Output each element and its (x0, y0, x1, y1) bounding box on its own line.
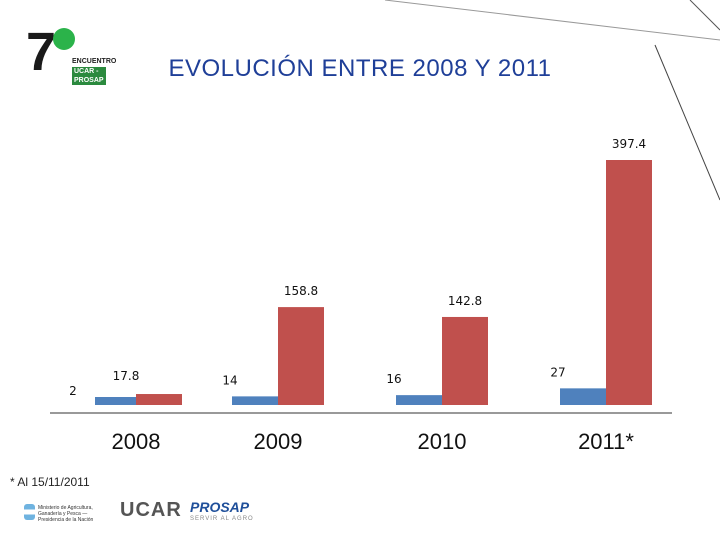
bar-2010-series2 (442, 316, 488, 405)
x-tick-label: 2011* (578, 429, 634, 454)
data-label: 142.8 (448, 294, 482, 308)
ucar-logo: UCAR (120, 499, 182, 521)
logo-line2: UCAR - PROSAP (72, 67, 106, 85)
data-label: 2 (69, 384, 77, 398)
argentina-seal-icon (24, 504, 35, 520)
prosap-logo: PROSAP (190, 499, 250, 515)
logo-number: 7 (26, 22, 57, 82)
footnote: * Al 15/11/2011 (10, 475, 90, 489)
bar-2009-series1 (232, 396, 278, 405)
bar-2008-series1 (95, 397, 141, 405)
prosap-tagline: SERVIR AL AGRO (190, 516, 254, 522)
x-tick-label: 2008 (112, 429, 161, 454)
ministry-logo: Ministerio de Agricultura, Ganadería y P… (38, 505, 94, 523)
bar-2011-series1 (560, 388, 606, 405)
slide-title: EVOLUCIÓN ENTRE 2008 Y 2011 (0, 55, 720, 83)
logo-dot (53, 28, 75, 50)
bar-2009-series2 (278, 307, 324, 405)
data-label: 397.4 (612, 137, 646, 151)
x-tick-label: 2009 (254, 429, 303, 454)
data-label: 16 (386, 372, 401, 386)
bar-2010-series1 (396, 395, 442, 405)
footer-logos: Ministerio de Agricultura, Ganadería y P… (0, 495, 720, 540)
x-tick-label: 2010 (418, 429, 467, 454)
logo-line1: ENCUENTRO (72, 58, 117, 65)
bar-2011-series2 (606, 160, 652, 405)
bar-2008-series2 (136, 394, 182, 405)
data-label: 17.8 (113, 369, 140, 383)
data-label: 158.8 (284, 284, 318, 298)
data-label: 27 (550, 365, 565, 379)
slide-title-text: EVOLUCIÓN ENTRE 2008 Y 2011 (168, 55, 552, 82)
event-logo: 7 ENCUENTRO UCAR - PROSAP (26, 22, 116, 86)
data-label: 14 (222, 373, 237, 387)
